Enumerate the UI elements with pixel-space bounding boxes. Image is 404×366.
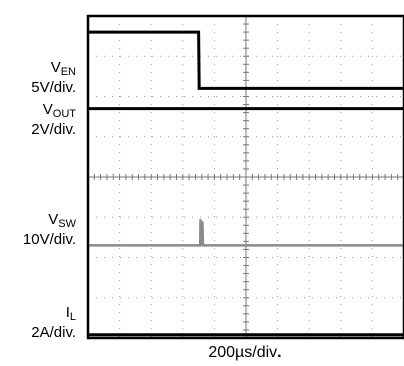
trace-vsw (88, 219, 404, 247)
ven-scale: 5V/div. (31, 79, 76, 96)
ven-name: V (50, 59, 61, 76)
label-vsw: VSW 10V/div. (23, 212, 76, 248)
vout-name: V (42, 101, 53, 118)
vsw-scale: 10V/div. (22, 231, 76, 248)
vsw-sub: SW (58, 218, 76, 230)
label-vout: VOUT 2V/div. (31, 102, 76, 138)
il-name: I (65, 304, 70, 321)
vsw-name: V (48, 211, 59, 228)
vout-sub: OUT (52, 108, 76, 120)
ven-sub: EN (60, 66, 76, 78)
plot-frame (86, 14, 404, 340)
x-axis-label-suffix: . (277, 344, 282, 361)
label-ven: VEN 5V/div. (31, 60, 76, 96)
x-axis-label-text: 200µs/div (208, 344, 278, 361)
label-il: IL 2A/div. (31, 305, 76, 341)
il-sub: L (69, 311, 76, 323)
x-axis-label: 200µs/div. (85, 344, 404, 362)
vout-scale: 2V/div. (31, 121, 76, 138)
graticule (87, 15, 404, 339)
il-scale: 2A/div. (31, 324, 76, 341)
waveform-traces (88, 30, 404, 337)
trace-ven (88, 30, 404, 90)
